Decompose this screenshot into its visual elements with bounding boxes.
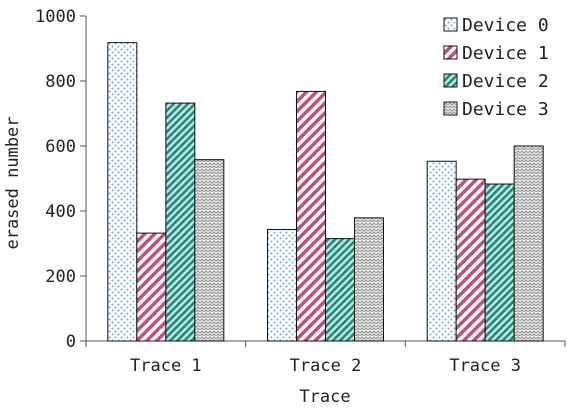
bar-device-3-trace-1: [194, 159, 225, 342]
y-tick-label: 200: [45, 267, 76, 287]
bar-device-0-trace-3: [426, 160, 457, 342]
bar-device-1-trace-2: [296, 90, 326, 342]
legend-label-device-1: Device 1: [462, 43, 549, 64]
y-tick-label: 1000: [35, 7, 76, 27]
legend-swatch-device-1: [443, 45, 458, 60]
y-tick-label: 400: [45, 202, 76, 222]
axes: 0 200 400 600 800 1000 Trace 1 Trace 2 Trace 3: [35, 7, 566, 376]
x-tick-label: Trace 1: [130, 356, 202, 376]
x-axis-title: Trace: [299, 387, 350, 407]
y-tick-label: 800: [45, 72, 76, 92]
x-tick-label: Trace 3: [449, 356, 521, 376]
legend: Device 0 Device 1 Device 2 Device 3: [443, 15, 549, 120]
legend-swatch-device-0: [443, 17, 458, 32]
bar-device-2-trace-1: [165, 102, 196, 342]
legend-swatch-device-3: [443, 101, 458, 116]
y-tick-label: 600: [45, 137, 76, 157]
bar-device-3-trace-3: [513, 145, 544, 342]
bar-device-1-trace-3: [455, 178, 486, 342]
bar-device-2-trace-3: [484, 183, 515, 342]
legend-label-device-0: Device 0: [462, 15, 549, 36]
bars-group: [107, 42, 544, 342]
bar-device-2-trace-2: [325, 238, 355, 342]
bar-device-0-trace-2: [267, 229, 297, 342]
bar-device-3-trace-2: [354, 217, 384, 342]
legend-label-device-2: Device 2: [462, 71, 549, 92]
y-tick-label: 0: [66, 332, 76, 352]
x-tick-label: Trace 2: [290, 356, 362, 376]
bar-device-0-trace-1: [107, 42, 138, 342]
bar-device-1-trace-1: [136, 232, 167, 342]
y-axis-title: erased number: [3, 116, 23, 249]
legend-label-device-3: Device 3: [462, 99, 549, 120]
legend-swatch-device-2: [443, 73, 458, 88]
